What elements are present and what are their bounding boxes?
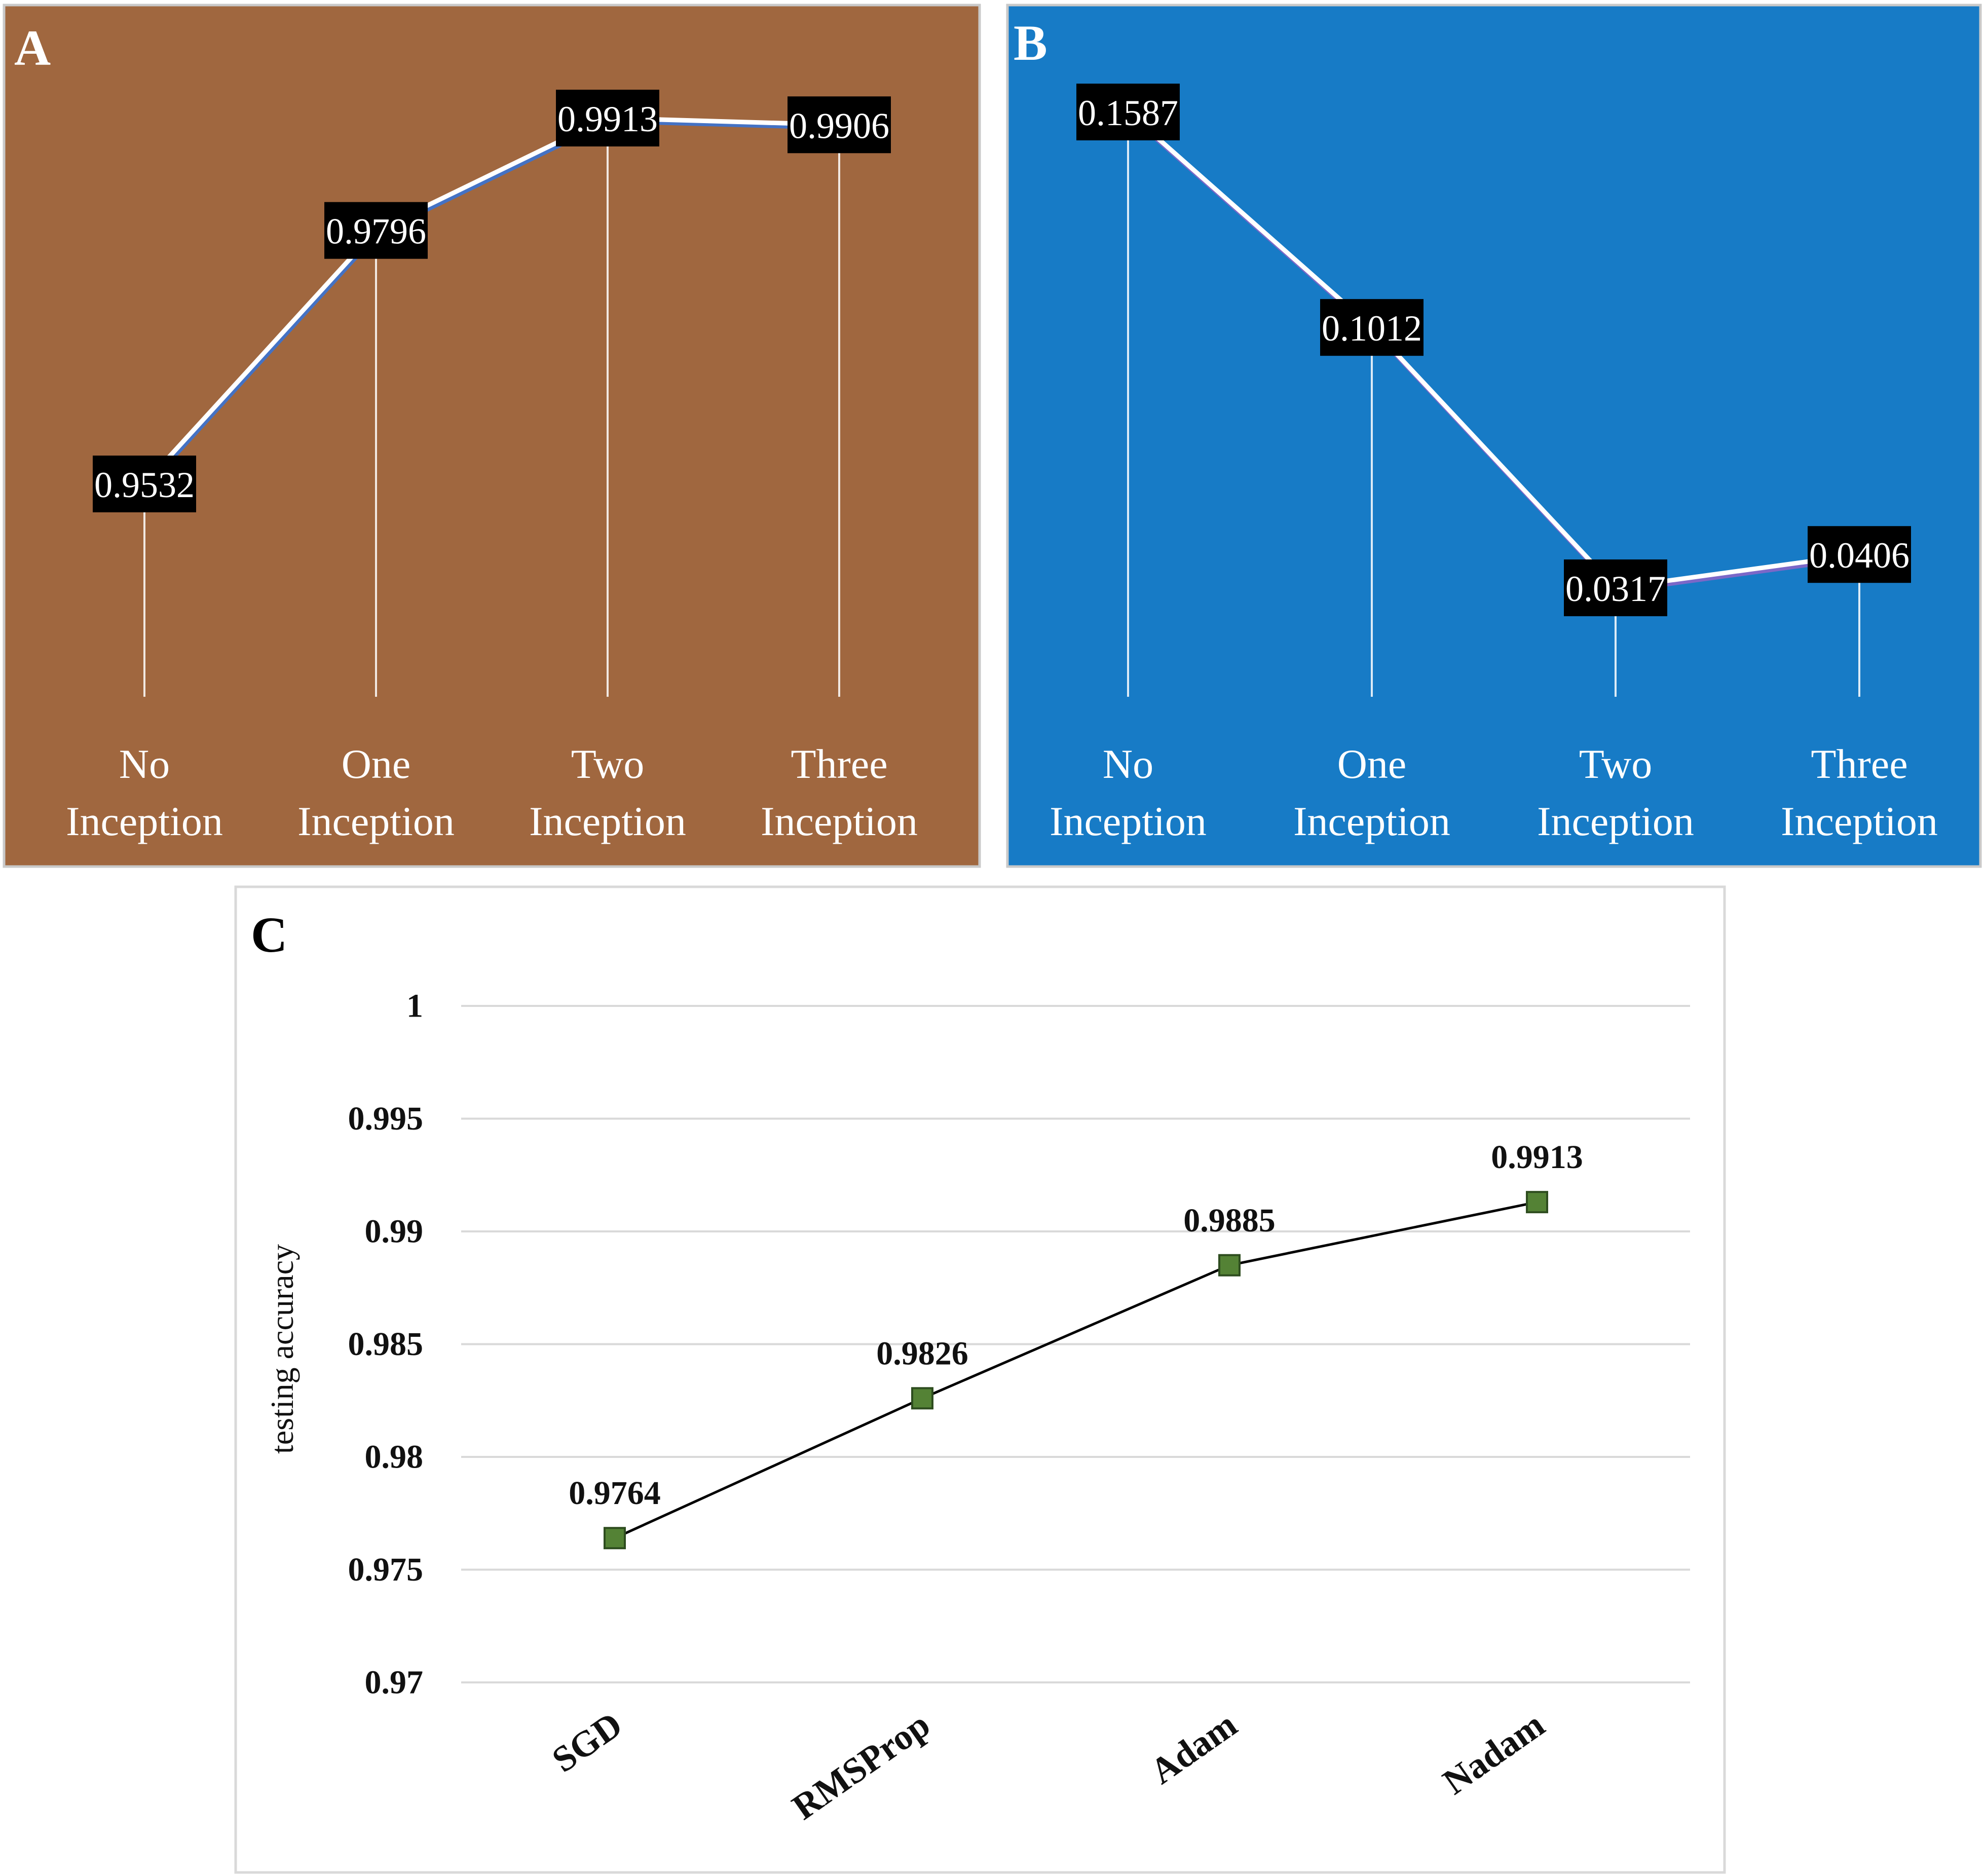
data-label: 0.9913 xyxy=(557,99,658,139)
series-line xyxy=(142,116,840,486)
data-label-box xyxy=(1076,84,1180,140)
category-label-line2: Inception xyxy=(1293,798,1450,844)
data-label: 0.9885 xyxy=(1183,1202,1276,1239)
category-label-line1: No xyxy=(1103,741,1153,787)
data-label-box xyxy=(556,90,659,146)
data-label: 0.0317 xyxy=(1565,569,1666,609)
data-marker xyxy=(1526,1191,1548,1214)
data-label-box xyxy=(1808,526,1911,583)
panel-b-letter: B xyxy=(1014,15,1047,71)
category-label-line2: Inception xyxy=(761,798,918,844)
data-label-box xyxy=(1320,299,1424,356)
category-label-line2: Inception xyxy=(529,798,686,844)
y-tick-label: 0.975 xyxy=(348,1551,424,1588)
series-line xyxy=(1127,110,1860,590)
y-tick-label: 0.995 xyxy=(348,1100,424,1137)
y-axis-title: testing accuracy xyxy=(264,1244,300,1454)
data-label-box xyxy=(788,96,891,154)
data-label: 0.9532 xyxy=(94,465,195,505)
category-label-line1: Three xyxy=(1811,741,1907,787)
series-line-shadow xyxy=(144,119,841,489)
category-label-line1: Three xyxy=(791,741,887,787)
data-label: 0.9826 xyxy=(876,1335,968,1372)
panel-b: B 0.1587 0.1012 0.0317 0.0406 No Inception One… xyxy=(1006,4,1982,868)
y-tick-label: 0.97 xyxy=(365,1664,424,1701)
data-label: 0.9764 xyxy=(569,1475,661,1512)
data-label-box xyxy=(93,456,196,512)
y-tick-label: 0.99 xyxy=(365,1213,424,1250)
category-label-line1: Two xyxy=(571,741,645,787)
category-label-line1: Two xyxy=(1579,741,1653,787)
panel-a: A 0.9532 0.9796 0.9913 0.9906 No Inception One… xyxy=(3,4,981,868)
panel-a-letter: A xyxy=(14,20,51,76)
data-marker xyxy=(604,1527,626,1550)
panel-c-letter: C xyxy=(251,907,287,963)
category-label-line2: Inception xyxy=(297,798,455,844)
y-tick-label: 0.985 xyxy=(348,1326,424,1363)
data-marker xyxy=(911,1387,933,1410)
series-line xyxy=(614,1200,1538,1540)
panel-c: C testing accuracy 0.97 0.975 0.98 0.985 0.9… xyxy=(234,885,1726,1874)
y-tick-label: 1 xyxy=(406,988,423,1025)
category-label-line1: One xyxy=(1337,741,1407,787)
data-label-box xyxy=(1564,559,1667,616)
data-label: 0.9906 xyxy=(789,105,889,146)
category-label-line2: Inception xyxy=(1537,798,1694,844)
data-label: 0.1587 xyxy=(1078,93,1178,133)
category-label-line1: No xyxy=(119,741,170,787)
data-label: 0.9796 xyxy=(326,211,426,252)
y-tick-label: 0.98 xyxy=(365,1439,424,1476)
data-label: 0.1012 xyxy=(1322,308,1422,349)
data-marker xyxy=(1218,1254,1241,1277)
category-label-line2: Inception xyxy=(1781,798,1938,844)
category-label-line1: One xyxy=(342,741,411,787)
category-label-line2: Inception xyxy=(1050,798,1207,844)
data-label-box xyxy=(324,202,428,259)
category-label-line2: Inception xyxy=(66,798,223,844)
panel-c-frame xyxy=(234,885,1726,1874)
data-label: 0.0406 xyxy=(1809,535,1909,576)
data-label: 0.9913 xyxy=(1491,1139,1583,1176)
